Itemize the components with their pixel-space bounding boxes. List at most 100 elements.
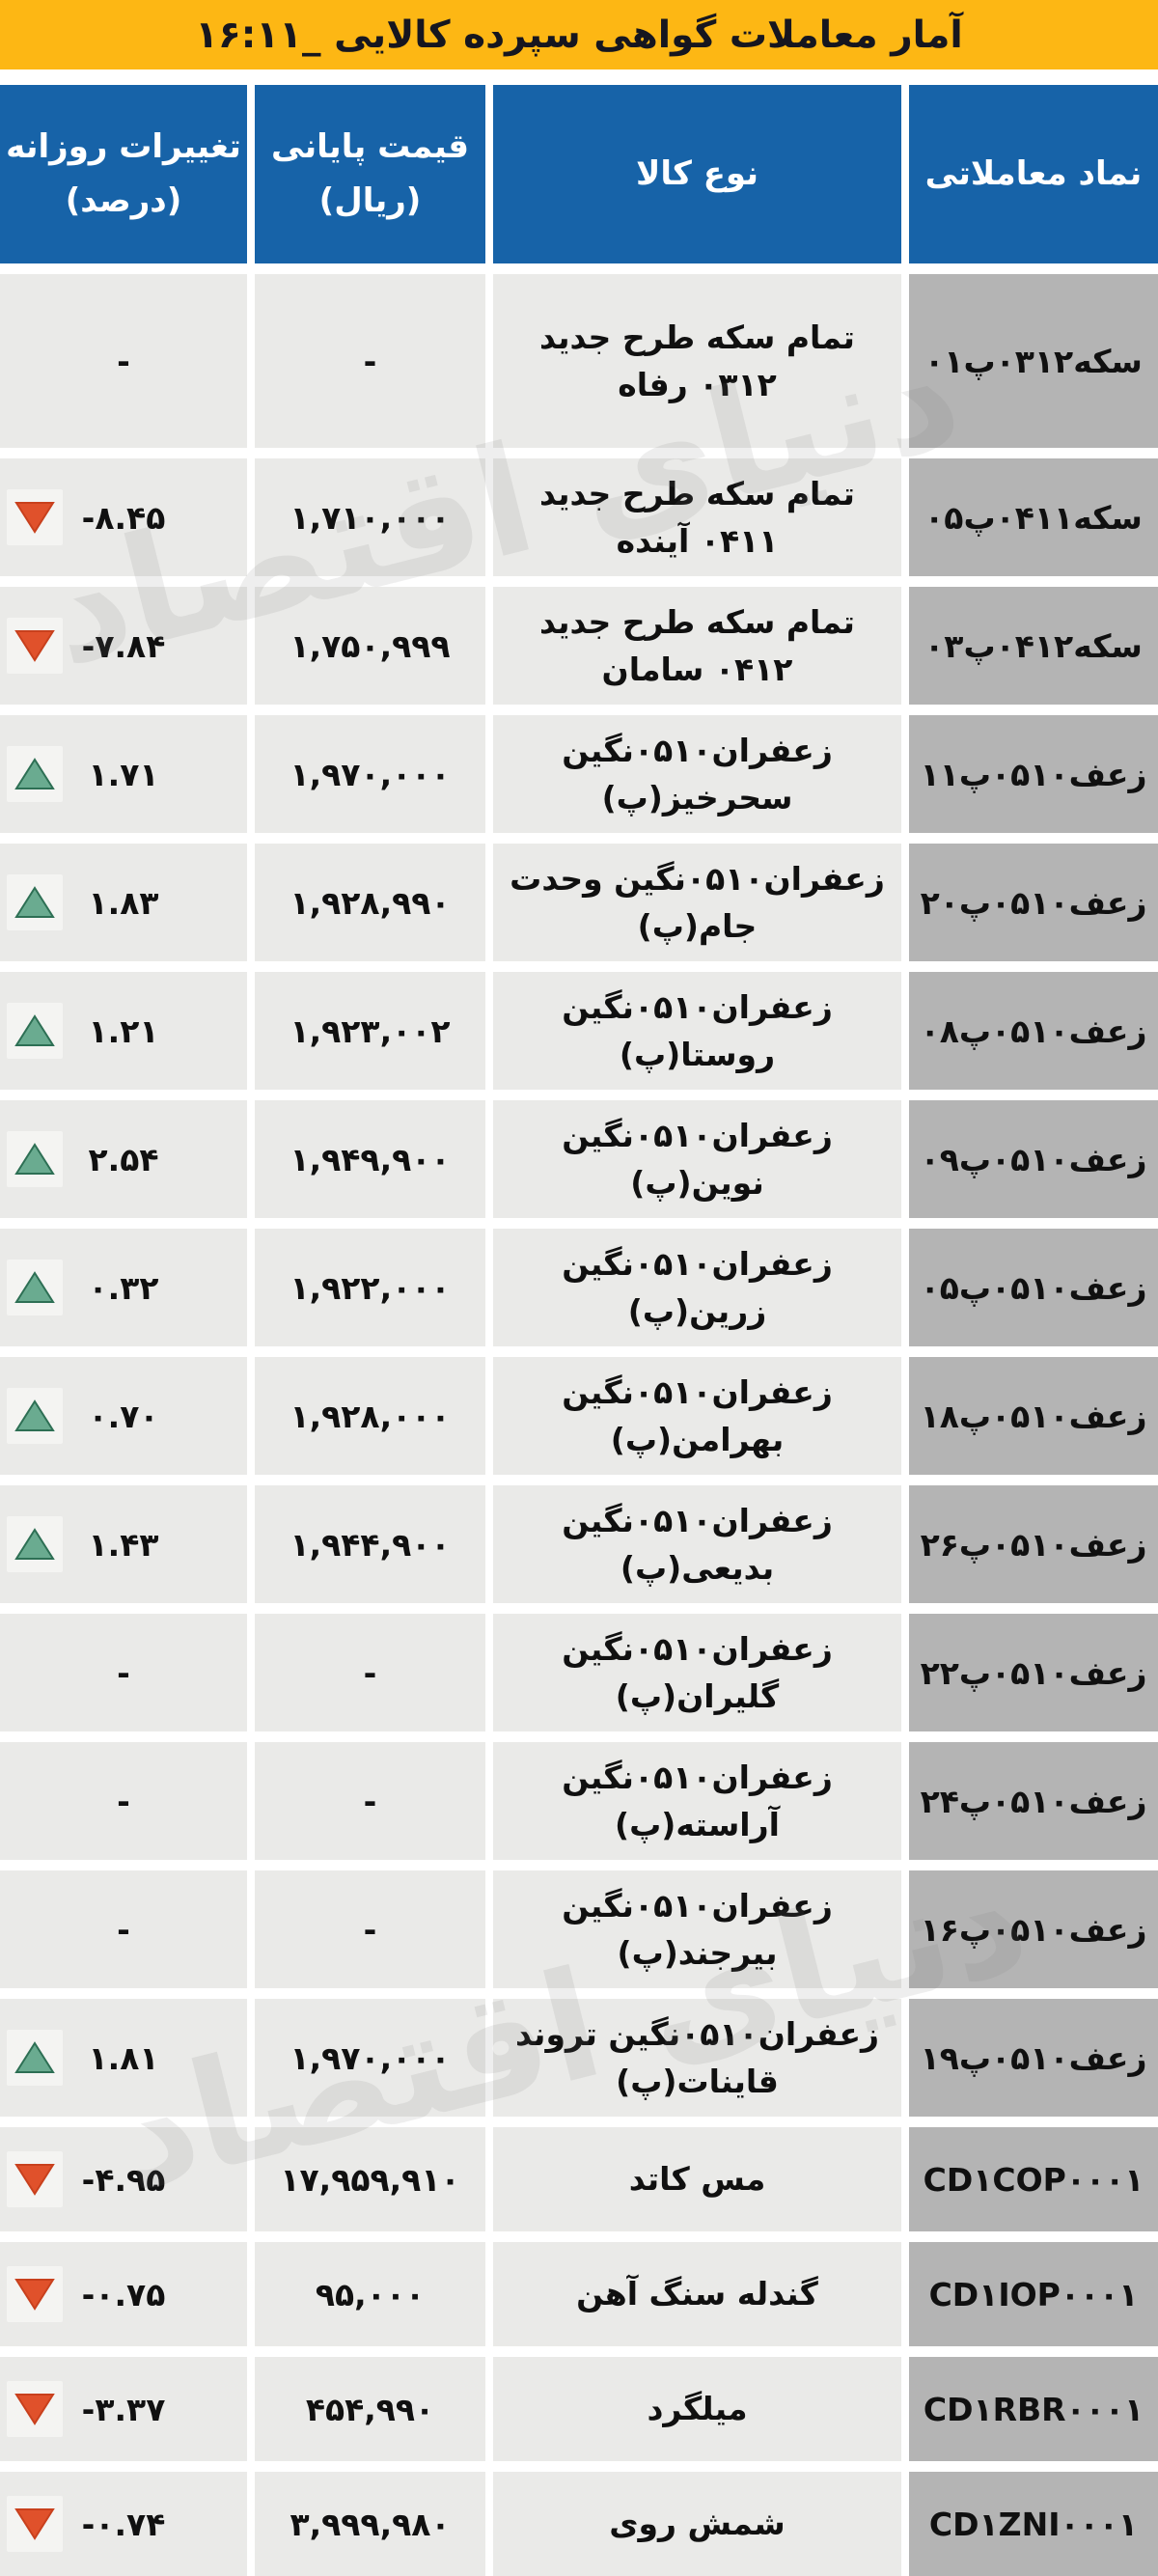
commodity-text: زعفران۰۵۱۰نگین تروند قاینات(پ) — [515, 2014, 879, 2101]
commodity-cell: گندله سنگ آهن — [493, 2242, 901, 2346]
commodity-text: زعفران۰۵۱۰نگین آراسته(پ) — [562, 1758, 833, 1844]
commodity-cell: میلگرد — [493, 2357, 901, 2461]
symbol-cell: سکه۰۴۱۱پ۰۵ — [909, 458, 1158, 576]
symbol-cell: زعف۰۵۱۰پ۲۰ — [909, 844, 1158, 961]
price-cell: ۱,۹۲۸,۰۰۰ — [255, 1357, 485, 1475]
commodity-cell: مس کاتد — [493, 2127, 901, 2231]
price-text: ۳,۹۹۹,۹۸۰ — [290, 2505, 451, 2543]
change-cell: -۴.۹۵ — [0, 2127, 247, 2231]
change-cell: - — [0, 1614, 247, 1731]
change-text: ۰.۷۰ — [88, 1397, 159, 1435]
change-text: - — [117, 1653, 130, 1692]
symbol-text: سکه۰۴۱۱پ۰۵ — [924, 498, 1143, 537]
commodity-cell: زعفران۰۵۱۰نگین وحدت جام(پ) — [493, 844, 901, 961]
table-row: زعف۰۵۱۰پ۰۸ زعفران۰۵۱۰نگین روستا(پ) ۱,۹۲۳… — [0, 972, 1158, 1090]
commodity-text: زعفران۰۵۱۰نگین نوین(پ) — [562, 1116, 833, 1203]
symbol-text: زعف۰۵۱۰پ۲۰ — [920, 883, 1147, 922]
column-header-symbol: نماد معاملاتی — [909, 85, 1158, 263]
commodity-cell: زعفران۰۵۱۰نگین سحرخیز(پ) — [493, 715, 901, 833]
change-text: -۰.۷۵ — [81, 2275, 166, 2313]
symbol-cell: سکه۰۴۱۲پ۰۳ — [909, 587, 1158, 705]
change-text: - — [117, 1910, 130, 1949]
commodity-text: زعفران۰۵۱۰نگین گلیران(پ) — [562, 1629, 833, 1716]
up-arrow-icon — [7, 874, 63, 930]
change-cell: ۰.۳۲ — [0, 1229, 247, 1346]
change-text: -۸.۴۵ — [81, 498, 166, 537]
change-text: ۱.۴۳ — [88, 1525, 159, 1564]
symbol-cell: زعف۰۵۱۰پ۱۱ — [909, 715, 1158, 833]
table-row: CD۱IOP۰۰۰۱ گندله سنگ آهن ۹۵,۰۰۰ -۰.۷۵ — [0, 2242, 1158, 2346]
price-cell: ۱,۹۲۸,۹۹۰ — [255, 844, 485, 961]
change-cell: - — [0, 274, 247, 448]
price-text: - — [363, 1910, 377, 1949]
symbol-cell: سکه۰۳۱۲پ۰۱ — [909, 274, 1158, 448]
change-cell: ۱.۸۱ — [0, 1999, 247, 2117]
commodity-cell: زعفران۰۵۱۰نگین بدیعی(پ) — [493, 1485, 901, 1603]
table-row: سکه۰۴۱۲پ۰۳ تمام سکه طرح جدید ۰۴۱۲ سامان … — [0, 587, 1158, 705]
symbol-text: زعف۰۵۱۰پ۲۲ — [920, 1653, 1147, 1692]
up-arrow-icon — [7, 746, 63, 802]
symbol-cell: CD۱ZNI۰۰۰۱ — [909, 2472, 1158, 2576]
symbol-cell: زعف۰۵۱۰پ۱۶ — [909, 1870, 1158, 1988]
close-price-unit: (ریال) — [318, 180, 422, 220]
price-text: ۱,۹۴۴,۹۰۰ — [290, 1525, 451, 1564]
price-cell: ۱,۹۲۲,۰۰۰ — [255, 1229, 485, 1346]
change-text: -۷.۸۴ — [81, 626, 166, 665]
price-cell: ۱,۹۴۴,۹۰۰ — [255, 1485, 485, 1603]
change-cell: -۳.۳۷ — [0, 2357, 247, 2461]
table-row: CD۱ZNI۰۰۰۱ شمش روی ۳,۹۹۹,۹۸۰ -۰.۷۴ — [0, 2472, 1158, 2576]
symbol-cell: زعف۰۵۱۰پ۲۶ — [909, 1485, 1158, 1603]
table-row: زعف۰۵۱۰پ۲۶ زعفران۰۵۱۰نگین بدیعی(پ) ۱,۹۴۴… — [0, 1485, 1158, 1603]
commodity-cell: شمش روی — [493, 2472, 901, 2576]
down-arrow-icon — [7, 2496, 63, 2552]
price-text: ۱,۷۵۰,۹۹۹ — [290, 626, 451, 665]
table-body: سکه۰۳۱۲پ۰۱ تمام سکه طرح جدید ۰۳۱۲ رفاه -… — [0, 274, 1158, 2576]
commodity-cell: زعفران۰۵۱۰نگین آراسته(پ) — [493, 1742, 901, 1860]
change-cell: -۰.۷۴ — [0, 2472, 247, 2576]
symbol-text: زعف۰۵۱۰پ۱۸ — [920, 1397, 1147, 1435]
table-header: نماد معاملاتی نوع کالا قیمت پایانی (ریال… — [0, 85, 1158, 263]
commodity-text: زعفران۰۵۱۰نگین بهرامن(پ) — [562, 1372, 833, 1459]
commodity-text: زعفران۰۵۱۰نگین بیرجند(پ) — [562, 1886, 833, 1973]
table-row: زعف۰۵۱۰پ۲۰ زعفران۰۵۱۰نگین وحدت جام(پ) ۱,… — [0, 844, 1158, 961]
price-text: ۱۷,۹۵۹,۹۱۰ — [280, 2160, 460, 2199]
daily-change-label: تغییرات روزانه — [6, 127, 241, 167]
price-cell: ۱,۹۷۰,۰۰۰ — [255, 715, 485, 833]
price-cell: ۱,۹۷۰,۰۰۰ — [255, 1999, 485, 2117]
table-row: زعف۰۵۱۰پ۰۵ زعفران۰۵۱۰نگین زرین(پ) ۱,۹۲۲,… — [0, 1229, 1158, 1346]
price-cell: - — [255, 274, 485, 448]
symbol-text: زعف۰۵۱۰پ۰۵ — [920, 1268, 1147, 1307]
change-text: ۰.۳۲ — [88, 1268, 159, 1307]
change-text: -۰.۷۴ — [81, 2505, 166, 2543]
symbol-text: CD۱RBR۰۰۰۱ — [923, 2390, 1144, 2428]
price-text: ۹۵,۰۰۰ — [315, 2275, 426, 2313]
price-cell: ۱۷,۹۵۹,۹۱۰ — [255, 2127, 485, 2231]
change-cell: ۱.۷۱ — [0, 715, 247, 833]
down-arrow-icon — [7, 2151, 63, 2207]
commodity-text: مس کاتد — [628, 2160, 766, 2199]
commodity-cell: تمام سکه طرح جدید ۰۴۱۱ آینده — [493, 458, 901, 576]
price-text: - — [363, 1782, 377, 1820]
price-text: ۱,۷۱۰,۰۰۰ — [290, 498, 451, 537]
commodity-text: تمام سکه طرح جدید ۰۴۱۲ سامان — [539, 602, 855, 689]
table-row: سکه۰۳۱۲پ۰۱ تمام سکه طرح جدید ۰۳۱۲ رفاه -… — [0, 274, 1158, 448]
table-row: CD۱COP۰۰۰۱ مس کاتد ۱۷,۹۵۹,۹۱۰ -۴.۹۵ — [0, 2127, 1158, 2231]
commodity-text: زعفران۰۵۱۰نگین روستا(پ) — [562, 987, 833, 1074]
up-arrow-icon — [7, 1516, 63, 1572]
up-arrow-icon — [7, 1003, 63, 1059]
page-title: آمار معاملات گواهی سپرده کالایی _۱۶:۱۱ — [0, 0, 1158, 69]
commodity-text: میلگرد — [647, 2390, 748, 2428]
table-row: CD۱RBR۰۰۰۱ میلگرد ۴۵۴,۹۹۰ -۳.۳۷ — [0, 2357, 1158, 2461]
symbol-text: زعف۰۵۱۰پ۱۱ — [920, 755, 1147, 793]
table-row: زعف۰۵۱۰پ۱۶ زعفران۰۵۱۰نگین بیرجند(پ) - - — [0, 1870, 1158, 1988]
down-arrow-icon — [7, 2266, 63, 2322]
change-text: -۳.۳۷ — [81, 2390, 166, 2428]
commodity-text: زعفران۰۵۱۰نگین سحرخیز(پ) — [562, 731, 833, 817]
symbol-cell: زعف۰۵۱۰پ۱۸ — [909, 1357, 1158, 1475]
table-row: زعف۰۵۱۰پ۲۴ زعفران۰۵۱۰نگین آراسته(پ) - - — [0, 1742, 1158, 1860]
price-text: ۱,۹۲۸,۹۹۰ — [290, 883, 451, 922]
price-text: ۱,۹۷۰,۰۰۰ — [290, 755, 451, 793]
change-cell: ۱.۲۱ — [0, 972, 247, 1090]
price-cell: ۱,۹۴۹,۹۰۰ — [255, 1100, 485, 1218]
change-cell: - — [0, 1870, 247, 1988]
